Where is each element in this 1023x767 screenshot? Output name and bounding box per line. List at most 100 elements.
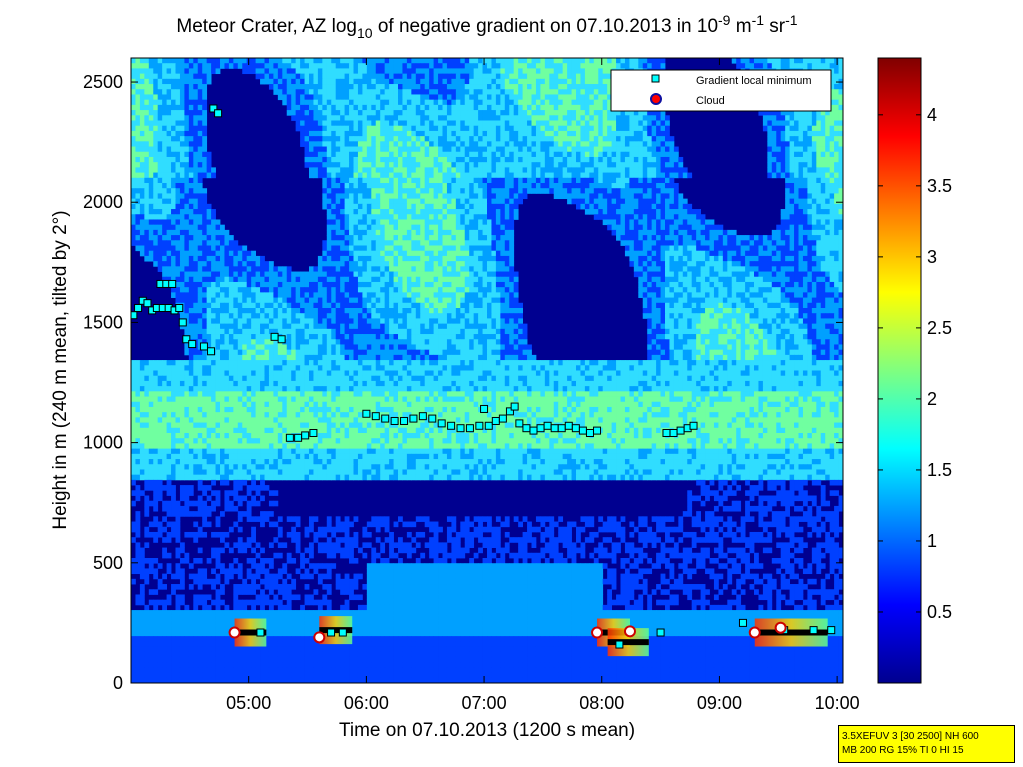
heatmap-cell bbox=[260, 68, 265, 75]
heatmap-cell bbox=[700, 250, 706, 257]
heatmap-cell bbox=[393, 73, 399, 80]
heatmap-cell bbox=[393, 188, 399, 194]
heatmap-cell bbox=[598, 167, 604, 173]
heatmap-cell bbox=[464, 162, 470, 168]
heatmap-cell bbox=[834, 110, 839, 116]
heatmap-cell bbox=[802, 203, 808, 210]
heatmap-cell bbox=[495, 151, 501, 158]
heatmap-cell bbox=[331, 104, 337, 111]
heatmap-cell bbox=[638, 120, 644, 127]
heatmap-cell bbox=[438, 224, 443, 231]
heatmap-cell bbox=[131, 177, 136, 184]
heatmap-cell bbox=[131, 104, 136, 111]
heatmap-cell bbox=[571, 136, 577, 142]
heatmap-cell bbox=[780, 245, 786, 252]
heatmap-cell bbox=[184, 172, 190, 179]
heatmap-cell bbox=[220, 63, 225, 69]
heatmap-cell bbox=[687, 229, 693, 236]
heatmap-cell bbox=[642, 110, 648, 116]
heatmap-cell bbox=[211, 266, 216, 272]
heatmap-cell bbox=[304, 110, 310, 116]
heatmap-cell bbox=[242, 68, 248, 75]
heatmap-cell bbox=[389, 245, 394, 252]
heatmap-cell bbox=[366, 78, 372, 85]
heatmap-cell bbox=[535, 172, 541, 179]
heatmap-cell bbox=[780, 130, 786, 137]
heatmap-cell bbox=[309, 141, 314, 147]
heatmap-cell bbox=[509, 167, 515, 173]
heatmap-cell bbox=[607, 78, 612, 85]
heatmap-cell bbox=[389, 58, 394, 64]
heatmap-cell bbox=[500, 271, 506, 278]
heatmap-cell bbox=[718, 229, 724, 236]
heatmap-cell bbox=[633, 136, 639, 142]
heatmap-cell bbox=[544, 188, 550, 194]
heatmap-cell bbox=[171, 255, 176, 262]
heatmap-cell bbox=[304, 58, 310, 64]
heatmap-cell bbox=[553, 130, 559, 137]
heatmap-cell bbox=[446, 89, 452, 95]
heatmap-cell bbox=[535, 141, 541, 147]
heatmap-cell bbox=[260, 255, 265, 262]
heatmap-cell bbox=[438, 141, 443, 147]
heatmap-cell bbox=[389, 73, 394, 80]
heatmap-cell bbox=[384, 162, 390, 168]
heatmap-cell bbox=[478, 125, 483, 132]
heatmap-cell bbox=[429, 84, 434, 90]
heatmap-cell bbox=[148, 214, 154, 220]
heatmap-cell bbox=[411, 115, 417, 121]
heatmap-cell bbox=[317, 58, 323, 64]
heatmap-cell bbox=[398, 255, 403, 262]
heatmap-cell bbox=[309, 78, 314, 85]
heatmap-cell bbox=[687, 203, 693, 210]
heatmap-cell bbox=[553, 167, 559, 173]
heatmap-cell bbox=[567, 73, 572, 80]
heatmap-cell bbox=[473, 94, 479, 101]
heatmap-cell bbox=[366, 68, 372, 75]
heatmap-cell bbox=[406, 188, 412, 194]
heatmap-cell bbox=[153, 188, 159, 194]
heatmap-cell bbox=[504, 141, 510, 147]
heatmap-cell bbox=[607, 68, 612, 75]
heatmap-cell bbox=[535, 130, 541, 137]
heatmap-cell bbox=[469, 125, 475, 132]
heatmap-cell bbox=[745, 240, 750, 246]
heatmap-cell bbox=[357, 177, 363, 184]
heatmap-cell bbox=[829, 125, 835, 132]
heatmap-cell bbox=[188, 266, 194, 272]
heatmap-cell bbox=[602, 162, 608, 168]
heatmap-cell bbox=[829, 224, 835, 231]
heatmap-cell bbox=[429, 115, 434, 121]
heatmap-cell bbox=[838, 255, 843, 262]
heatmap-cell bbox=[193, 172, 199, 179]
heatmap-cell bbox=[251, 261, 256, 267]
heatmap-cell bbox=[798, 120, 804, 127]
heatmap-cell bbox=[829, 255, 835, 262]
heatmap-cell bbox=[487, 115, 492, 121]
heatmap-cell bbox=[816, 261, 822, 267]
heatmap-cell bbox=[411, 183, 417, 189]
heatmap-cell bbox=[504, 136, 510, 142]
heatmap-cell bbox=[638, 146, 644, 153]
heatmap-cell bbox=[816, 219, 822, 226]
heatmap-cell bbox=[175, 125, 181, 132]
heatmap-cell bbox=[478, 68, 483, 75]
heatmap-cell bbox=[482, 89, 488, 95]
heatmap-cell bbox=[255, 58, 261, 64]
heatmap-cell bbox=[736, 261, 742, 267]
heatmap-cell bbox=[584, 162, 590, 168]
heatmap-cell bbox=[482, 141, 488, 147]
heatmap-cell bbox=[398, 198, 403, 205]
heatmap-cell bbox=[389, 172, 394, 179]
heatmap-cell bbox=[349, 104, 354, 111]
heatmap-cell bbox=[807, 261, 813, 267]
heatmap-cell bbox=[451, 99, 457, 106]
heatmap-cell bbox=[353, 167, 359, 173]
heatmap-cell bbox=[816, 214, 822, 220]
heatmap-cell bbox=[495, 146, 501, 153]
heatmap-cell bbox=[317, 110, 323, 116]
heatmap-cell bbox=[580, 172, 586, 179]
heatmap-cell bbox=[616, 63, 621, 69]
heatmap-cell bbox=[349, 167, 354, 173]
heatmap-cell bbox=[602, 94, 608, 101]
